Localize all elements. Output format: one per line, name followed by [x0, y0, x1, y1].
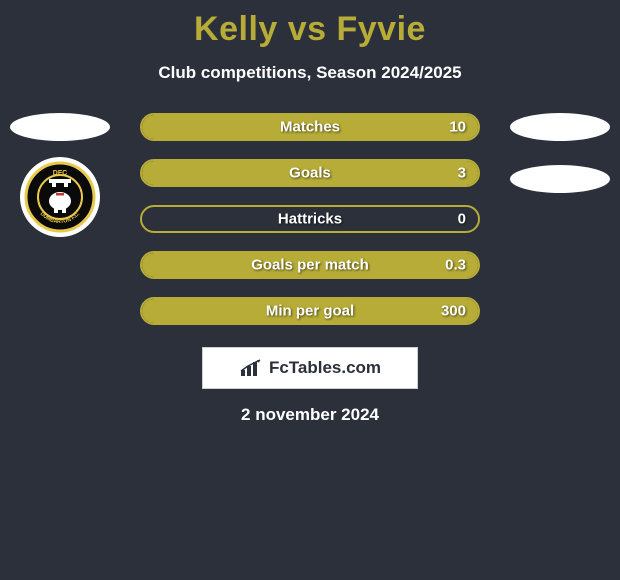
stat-bar-min-per-goal: Min per goal 300: [140, 297, 480, 325]
comparison-content: DFC DUMBARTON F.C. Matches 10 Goals 3: [0, 113, 620, 425]
stat-bar-goals: Goals 3: [140, 159, 480, 187]
stat-right-value: 3: [458, 165, 466, 182]
page-title: Kelly vs Fyvie: [0, 0, 620, 49]
svg-text:DFC: DFC: [53, 170, 67, 177]
stat-bar-goals-per-match: Goals per match 0.3: [140, 251, 480, 279]
stat-label: Min per goal: [266, 303, 354, 320]
bar-chart-icon: [239, 358, 263, 378]
stat-bar-matches: Matches 10: [140, 113, 480, 141]
player-column-left: DFC DUMBARTON F.C.: [10, 113, 110, 237]
stat-right-value: 300: [441, 303, 466, 320]
stat-bars: Matches 10 Goals 3 Hattricks 0 Goals per…: [140, 113, 480, 325]
dumbarton-badge-icon: DFC DUMBARTON F.C.: [24, 161, 96, 233]
stat-label: Goals: [289, 165, 331, 182]
player-right-oval-1: [510, 113, 610, 141]
stat-right-value: 10: [449, 119, 466, 136]
stat-label: Hattricks: [278, 211, 342, 228]
club-badge-left: DFC DUMBARTON F.C.: [20, 157, 100, 237]
fctables-logo-text: FcTables.com: [269, 358, 381, 378]
page-subtitle: Club competitions, Season 2024/2025: [0, 63, 620, 83]
player-left-oval: [10, 113, 110, 141]
stat-right-value: 0: [458, 211, 466, 228]
stat-label: Matches: [280, 119, 340, 136]
stat-bar-hattricks: Hattricks 0: [140, 205, 480, 233]
stat-right-value: 0.3: [445, 257, 466, 274]
player-column-right: [510, 113, 610, 193]
stat-label: Goals per match: [251, 257, 369, 274]
player-right-oval-2: [510, 165, 610, 193]
fctables-logo: FcTables.com: [202, 347, 418, 389]
comparison-date: 2 november 2024: [0, 405, 620, 425]
